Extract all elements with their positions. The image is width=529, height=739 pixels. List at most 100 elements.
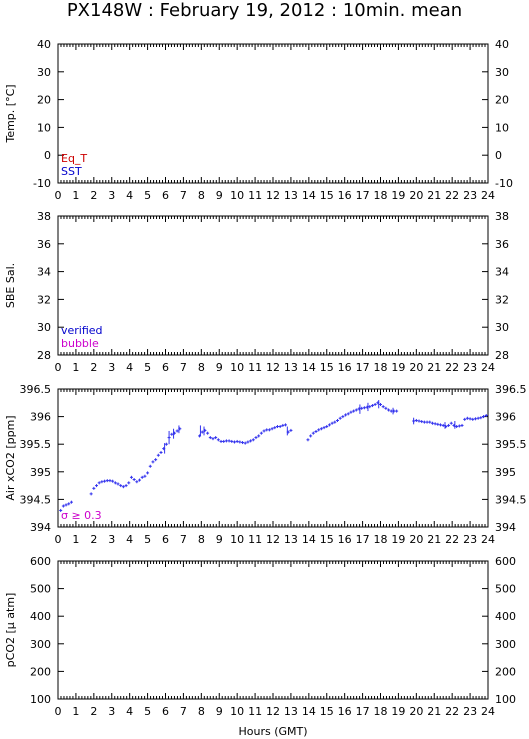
x-tick-label: 7	[180, 533, 187, 546]
y-tick-label: 30	[37, 66, 51, 79]
x-tick-label: 0	[55, 705, 62, 718]
y-tick-label: 394	[30, 521, 51, 534]
y-tick-label: 28	[495, 349, 509, 362]
x-tick-label: 11	[248, 361, 262, 374]
x-tick-label: 17	[356, 189, 370, 202]
y-tick-label: 500	[30, 583, 51, 596]
x-tick-label: 12	[266, 189, 280, 202]
x-tick-label: 6	[162, 189, 169, 202]
x-tick-label: 1	[72, 189, 79, 202]
x-tick-label: 9	[216, 533, 223, 546]
y-axis-label: SBE Sal.	[4, 263, 17, 308]
x-tick-label: 3	[108, 189, 115, 202]
y-tick-label: 40	[37, 38, 51, 51]
x-tick-label: 22	[445, 533, 459, 546]
x-axis-label: Hours (GMT)	[238, 725, 307, 738]
x-tick-label: 1	[72, 361, 79, 374]
y-tick-label: 395	[495, 466, 516, 479]
x-tick-label: 2	[90, 533, 97, 546]
y-tick-label: 30	[495, 321, 509, 334]
x-tick-label: 5	[144, 533, 151, 546]
y-tick-label: 200	[495, 665, 516, 678]
x-tick-label: 23	[463, 361, 477, 374]
x-tick-label: 14	[302, 705, 316, 718]
x-tick-label: 24	[481, 361, 495, 374]
x-tick-label: 17	[356, 361, 370, 374]
x-tick-label: 22	[445, 705, 459, 718]
x-tick-label: 23	[463, 533, 477, 546]
x-tick-label: 13	[284, 705, 298, 718]
legend-entry: Eq_T	[61, 152, 87, 165]
panel-frame	[57, 388, 489, 528]
y-tick-label: 400	[495, 610, 516, 623]
y-tick-label: 396	[30, 411, 51, 424]
x-tick-label: 24	[481, 705, 495, 718]
legend-entry: σ ≥ 0.3	[61, 509, 102, 522]
y-tick-label: 34	[495, 266, 509, 279]
x-tick-label: 20	[409, 189, 423, 202]
y-tick-label: 0	[44, 149, 51, 162]
x-tick-label: 18	[374, 533, 388, 546]
x-tick-label: 8	[198, 533, 205, 546]
x-tick-label: 23	[463, 705, 477, 718]
x-tick-label: 4	[126, 361, 133, 374]
x-tick-label: 19	[391, 361, 405, 374]
y-tick-label: 300	[495, 638, 516, 651]
panel-frame	[57, 43, 489, 184]
x-tick-label: 1	[72, 705, 79, 718]
x-tick-label: 15	[320, 361, 334, 374]
y-tick-label: 0	[495, 149, 502, 162]
x-tick-label: 14	[302, 533, 316, 546]
x-tick-label: 17	[356, 705, 370, 718]
y-tick-label: 10	[495, 121, 509, 134]
y-tick-label: 38	[495, 210, 509, 223]
x-tick-label: 0	[55, 189, 62, 202]
x-tick-label: 15	[320, 533, 334, 546]
y-tick-label: 20	[37, 94, 51, 107]
x-tick-label: 1	[72, 533, 79, 546]
y-tick-label: 395.5	[495, 438, 527, 451]
x-tick-label: 16	[338, 705, 352, 718]
x-tick-label: 7	[180, 189, 187, 202]
x-tick-label: 4	[126, 705, 133, 718]
x-tick-label: 7	[180, 361, 187, 374]
legend-entry: SST	[61, 165, 82, 178]
x-tick-label: 18	[374, 705, 388, 718]
x-tick-label: 3	[108, 705, 115, 718]
x-tick-label: 16	[338, 361, 352, 374]
x-tick-label: 0	[55, 361, 62, 374]
y-tick-label: 36	[495, 238, 509, 251]
x-tick-label: 20	[409, 361, 423, 374]
y-tick-label: 30	[495, 66, 509, 79]
x-tick-label: 12	[266, 361, 280, 374]
x-tick-label: 5	[144, 705, 151, 718]
y-tick-label: 394.5	[20, 493, 52, 506]
x-tick-label: 6	[162, 533, 169, 546]
y-tick-label: 600	[30, 555, 51, 568]
x-tick-label: 10	[230, 361, 244, 374]
x-tick-label: 20	[409, 705, 423, 718]
x-tick-label: 5	[144, 189, 151, 202]
y-tick-label: 395.5	[20, 438, 52, 451]
x-tick-label: 9	[216, 705, 223, 718]
x-tick-label: 7	[180, 705, 187, 718]
x-tick-label: 15	[320, 705, 334, 718]
x-tick-label: 2	[90, 189, 97, 202]
x-tick-label: 12	[266, 533, 280, 546]
x-tick-label: 21	[427, 361, 441, 374]
legend-entry: verified	[61, 324, 103, 337]
x-tick-label: 13	[284, 189, 298, 202]
y-tick-label: 600	[495, 555, 516, 568]
x-tick-label: 22	[445, 361, 459, 374]
x-tick-label: 11	[248, 189, 262, 202]
x-tick-label: 19	[391, 705, 405, 718]
y-tick-label: 396	[495, 411, 516, 424]
y-tick-label: 400	[30, 610, 51, 623]
x-tick-label: 5	[144, 361, 151, 374]
y-axis-label: Temp. [°C]	[4, 84, 17, 143]
y-tick-label: 32	[37, 293, 51, 306]
x-tick-label: 2	[90, 705, 97, 718]
y-tick-label: 300	[30, 638, 51, 651]
y-tick-label: 394.5	[495, 493, 527, 506]
